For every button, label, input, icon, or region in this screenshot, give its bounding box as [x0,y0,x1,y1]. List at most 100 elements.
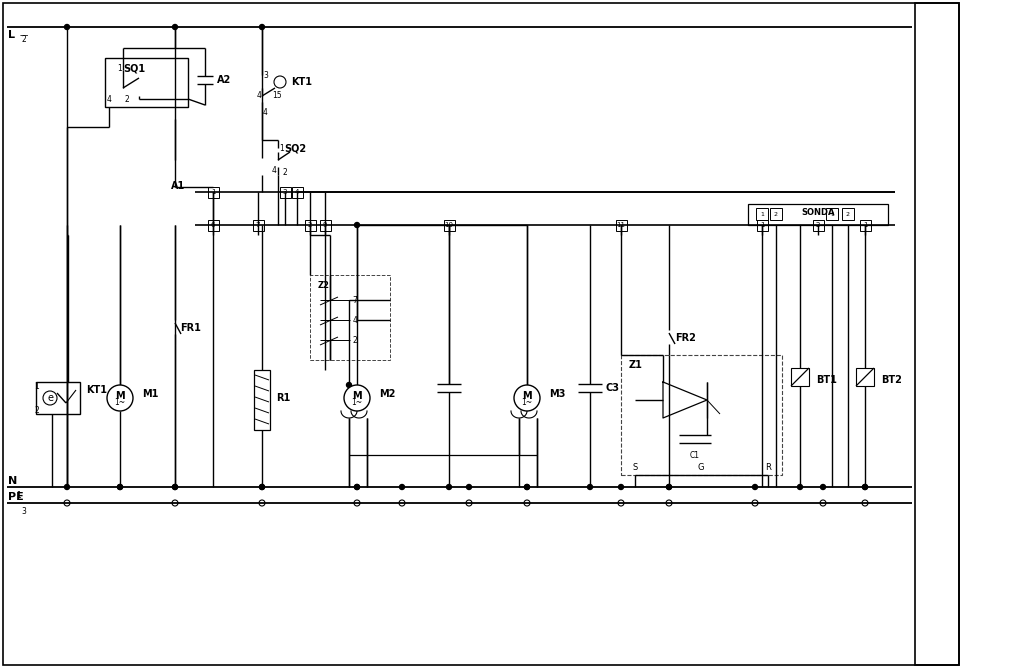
Text: 1: 1 [863,222,867,228]
Circle shape [259,500,265,506]
Text: M: M [353,391,362,401]
Text: 1: 1 [760,222,764,228]
Circle shape [346,383,352,387]
Bar [208,220,219,231]
Circle shape [65,25,70,29]
Bar [280,187,291,198]
Bar [616,220,627,231]
Text: G: G [698,462,704,472]
Text: e: e [47,393,53,403]
Bar [621,355,782,475]
Bar [915,3,959,665]
Text: 3: 3 [263,70,267,80]
Circle shape [259,25,264,29]
Text: 2: 2 [815,222,821,228]
Circle shape [467,484,471,490]
Circle shape [821,484,826,490]
Text: 1: 1 [34,381,38,391]
Text: 7: 7 [353,295,358,304]
Text: M1: M1 [142,389,158,399]
Text: 2: 2 [774,212,778,216]
Bar [860,220,871,231]
Circle shape [618,500,624,506]
Circle shape [619,484,623,490]
Text: M: M [115,391,125,401]
Circle shape [753,484,758,490]
Text: KT1: KT1 [291,77,312,87]
Text: 2: 2 [282,168,287,176]
Bar [856,368,874,386]
Circle shape [588,484,593,490]
Circle shape [399,500,405,506]
Bar [444,220,455,231]
Text: 1: 1 [760,212,764,216]
Text: 1: 1 [830,212,834,216]
Text: S: S [632,462,637,472]
Text: 1: 1 [116,64,122,72]
Circle shape [820,500,826,506]
Text: 4: 4 [271,165,276,174]
Text: 2: 2 [846,212,850,216]
Text: R: R [765,462,771,472]
Bar [310,275,390,360]
Text: M: M [522,391,532,401]
Text: SQ2: SQ2 [284,143,306,153]
Circle shape [344,385,370,411]
Circle shape [172,484,177,490]
Circle shape [355,222,360,228]
Bar [320,220,331,231]
Text: 15: 15 [272,90,282,100]
Circle shape [514,385,540,411]
Text: 4: 4 [295,189,299,195]
Circle shape [525,484,530,490]
Circle shape [667,484,672,490]
Text: FR2: FR2 [675,333,696,343]
Circle shape [43,391,57,405]
Text: 1~: 1~ [352,397,363,407]
Circle shape [64,500,70,506]
Bar [770,208,782,220]
Bar [757,220,768,231]
Text: 4: 4 [256,90,261,100]
Text: BT1: BT1 [816,375,837,385]
Text: M2: M2 [379,389,395,399]
Text: A2: A2 [217,75,231,85]
Bar [208,187,219,198]
Text: 11: 11 [617,222,625,228]
Text: 7: 7 [255,222,260,228]
Text: 9: 9 [323,222,327,228]
Circle shape [466,500,472,506]
Circle shape [172,500,178,506]
Text: 3: 3 [283,189,288,195]
Text: KT1: KT1 [86,385,107,395]
Text: C1: C1 [690,452,700,460]
Text: SONDA: SONDA [801,208,835,216]
Circle shape [259,484,264,490]
Text: N: N [8,476,17,486]
Bar [254,370,270,430]
Circle shape [524,500,530,506]
Circle shape [355,484,360,490]
Bar [748,204,888,225]
Circle shape [399,484,404,490]
Text: SQ1: SQ1 [123,63,145,73]
Circle shape [862,484,867,490]
Circle shape [797,484,802,490]
Circle shape [274,76,286,88]
Bar [791,368,809,386]
Text: FR1: FR1 [180,323,201,333]
Text: 2: 2 [21,34,25,44]
Text: 1: 1 [16,490,20,500]
Bar [842,208,854,220]
Circle shape [118,484,123,490]
Text: 4: 4 [263,107,267,117]
Text: M3: M3 [549,389,565,399]
Text: C3: C3 [606,383,620,393]
Circle shape [355,484,360,490]
Text: PE: PE [8,492,23,502]
Text: L: L [8,30,15,40]
Circle shape [259,484,264,490]
Circle shape [667,484,672,490]
Text: 10: 10 [445,222,454,228]
Text: 4: 4 [106,94,111,103]
